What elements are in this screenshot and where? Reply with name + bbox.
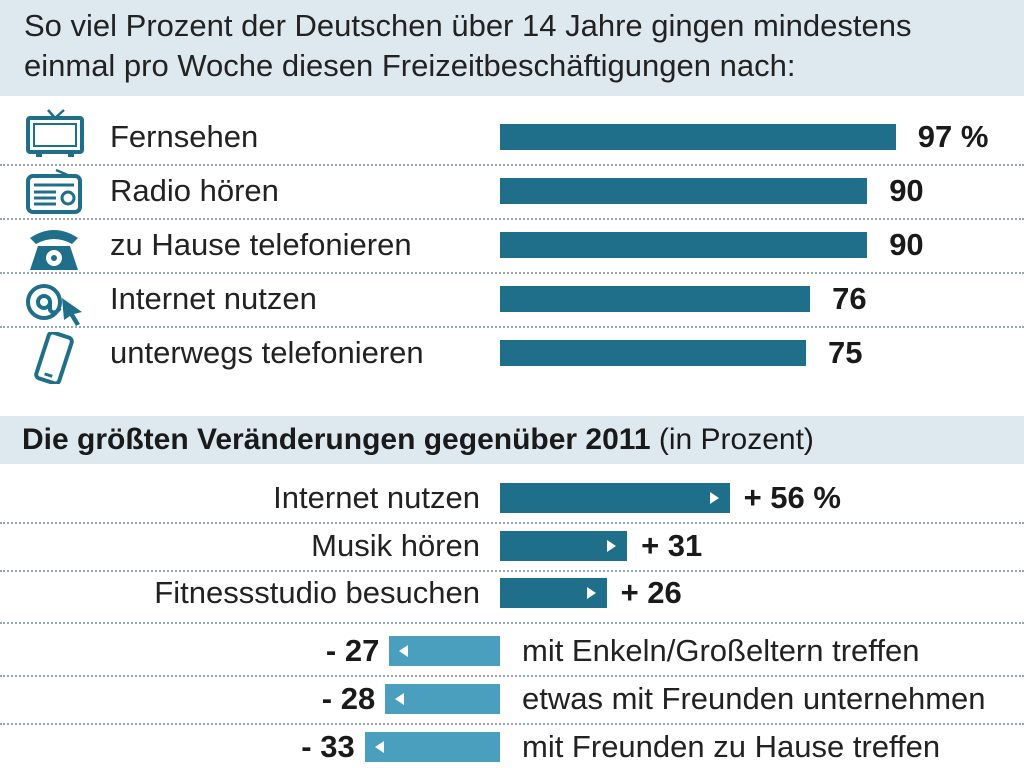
category-label: zu Hause telefonieren bbox=[110, 227, 412, 262]
category-label: Radio hören bbox=[110, 173, 279, 208]
mobile-phone-icon bbox=[34, 332, 74, 384]
bar bbox=[500, 178, 868, 204]
row-separator bbox=[0, 675, 1024, 677]
arrow-left-icon bbox=[399, 645, 409, 657]
arrow-left-icon bbox=[395, 693, 405, 705]
radio-icon bbox=[26, 168, 82, 214]
data-label: 76 bbox=[832, 281, 867, 316]
data-label: - 33 bbox=[301, 729, 355, 764]
arrow-right-icon bbox=[607, 540, 617, 552]
category-label: Fitnessstudio besuchen bbox=[154, 575, 480, 610]
bar-decrease bbox=[385, 684, 500, 714]
category-label: mit Enkeln/Großeltern treffen bbox=[522, 633, 920, 668]
arrow-left-icon bbox=[374, 741, 384, 753]
category-label: Fernsehen bbox=[110, 119, 259, 154]
bar bbox=[500, 340, 806, 366]
arrow-right-icon bbox=[586, 587, 596, 599]
chart-title: So viel Prozent der Deutschen über 14 Ja… bbox=[24, 6, 1014, 86]
bar-decrease bbox=[364, 732, 500, 762]
data-label: + 26 bbox=[620, 575, 682, 610]
row-separator bbox=[0, 218, 1024, 220]
changes-title: Die größten Veränderungen gegenüber 2011… bbox=[22, 420, 814, 460]
data-label: 90 bbox=[889, 173, 924, 208]
bar bbox=[500, 286, 811, 312]
category-label: unterwegs telefonieren bbox=[110, 335, 424, 370]
data-label: - 27 bbox=[325, 633, 380, 668]
bar-increase bbox=[500, 531, 628, 561]
data-label: + 56 % bbox=[743, 480, 841, 515]
row-separator bbox=[0, 569, 1024, 572]
header-band bbox=[0, 0, 1024, 96]
bar bbox=[500, 232, 868, 258]
tv-icon bbox=[26, 109, 84, 157]
changes-title-bold: Die größten Veränderungen gegenüber 2011 bbox=[22, 423, 651, 456]
row-separator bbox=[0, 326, 1024, 328]
arrow-right-icon bbox=[709, 492, 719, 504]
category-label: Internet nutzen bbox=[273, 480, 480, 515]
data-label: 97 % bbox=[917, 119, 989, 154]
category-label: Musik hören bbox=[311, 528, 480, 563]
data-label: - 28 bbox=[321, 681, 376, 716]
chart-title-line2: einmal pro Woche diesen Freizeitbeschäft… bbox=[24, 48, 796, 83]
data-label: + 31 bbox=[641, 528, 703, 563]
row-separator bbox=[0, 622, 1024, 624]
bar-increase bbox=[500, 483, 730, 513]
row-separator bbox=[0, 723, 1024, 725]
changes-header-band bbox=[0, 416, 1024, 464]
row-separator bbox=[0, 522, 1024, 524]
row-separator bbox=[0, 164, 1024, 166]
category-label: Internet nutzen bbox=[110, 281, 317, 316]
data-label: 90 bbox=[889, 227, 924, 262]
changes-subtitle: (in Prozent) bbox=[658, 423, 814, 456]
row-separator bbox=[0, 272, 1024, 274]
internet-icon bbox=[26, 284, 82, 326]
telephone-icon bbox=[30, 230, 78, 270]
category-label: etwas mit Freunden unternehmen bbox=[522, 681, 986, 716]
data-label: 75 bbox=[828, 335, 863, 370]
chart-title-line1: So viel Prozent der Deutschen über 14 Ja… bbox=[24, 8, 912, 43]
bar bbox=[500, 124, 896, 150]
category-label: mit Freunden zu Hause treffen bbox=[522, 729, 941, 764]
